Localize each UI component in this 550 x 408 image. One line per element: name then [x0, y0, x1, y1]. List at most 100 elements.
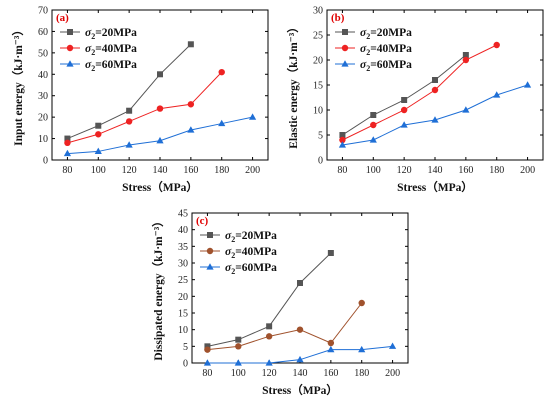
y-tick-label: 10 [313, 106, 323, 117]
y-tick-label: 0 [43, 156, 48, 167]
legend-swatch-marker [66, 44, 74, 52]
x-tick-label: 120 [262, 368, 277, 379]
y-tick-label: 45 [178, 209, 188, 220]
x-axis-title: Stress（MPa） [262, 383, 338, 397]
x-tick-label: 120 [397, 165, 412, 176]
data-point [327, 250, 334, 256]
data-point [358, 299, 365, 307]
y-tick-label: 15 [178, 309, 188, 320]
panel-tag: (a) [56, 12, 69, 24]
y-tick-label: 10 [38, 134, 48, 145]
legend-label: σ2=40MPa [360, 43, 412, 57]
data-point [204, 346, 211, 353]
x-tick-label: 80 [337, 165, 347, 176]
x-tick-label: 100 [366, 165, 381, 176]
chart-panel-a: 0 10 20 30 40 50 60 70 80 100 120 140 160 180 200 Stres… [0, 0, 275, 200]
series-line [342, 84, 528, 146]
y-tick-label: 20 [38, 113, 48, 124]
data-point [265, 333, 273, 340]
legend-item: σ2=40MPa [60, 43, 137, 57]
data-point [234, 359, 242, 366]
legend-item: σ2=20MPa [335, 27, 412, 41]
series-1 [339, 52, 469, 138]
y-tick-label: 20 [178, 292, 188, 303]
data-point [156, 105, 164, 112]
x-tick-label: 180 [354, 368, 369, 379]
series-3 [63, 113, 257, 157]
data-point [400, 121, 408, 128]
x-tick-label: 140 [293, 368, 308, 379]
data-point [157, 71, 163, 78]
data-point [63, 149, 72, 157]
legend-label: σ2=40MPa [85, 43, 137, 57]
y-axis-title: Input energy（kJ·m⁻³） [11, 24, 25, 146]
x-tick-label: 160 [183, 165, 198, 176]
chart-svg: 0 10 20 30 40 50 60 70 80 100 120 140 160 180 200 Stres… [11, 6, 269, 194]
legend-label: σ2=60MPa [360, 59, 412, 73]
x-tick-label: 180 [489, 165, 504, 176]
x-axis-title: Stress（MPa） [122, 180, 198, 194]
x-tick-label: 80 [202, 368, 212, 379]
y-tick-label: 25 [313, 31, 323, 42]
legend-item: σ2=40MPa [200, 246, 277, 260]
panel-tag: (c) [196, 215, 209, 227]
chart-svg: 0 5 10 15 20 25 30 35 40 45 80 100 120 140 160 180 200 St… [151, 209, 409, 397]
series-1 [64, 41, 194, 142]
data-point [339, 136, 346, 144]
data-point [64, 135, 71, 142]
data-point [248, 113, 257, 120]
data-point [126, 107, 133, 114]
y-tick-label: 30 [38, 91, 48, 102]
data-point [296, 326, 304, 333]
data-point [187, 101, 195, 108]
x-tick-label: 80 [62, 165, 72, 176]
x-tick-label: 160 [458, 165, 473, 176]
y-axis-title: Dissipated energy（kJ·m⁻³） [151, 215, 165, 360]
legend-label: σ2=60MPa [225, 262, 277, 276]
legend-swatch-marker [206, 263, 214, 270]
chart-svg: 0 5 10 15 20 25 30 80 100 120 140 160 180 200 Stress（M… [286, 6, 544, 194]
x-tick-label: 200 [245, 165, 260, 176]
x-tick-label: 100 [231, 368, 246, 379]
data-point [187, 41, 194, 48]
legend-label: σ2=20MPa [360, 27, 412, 41]
y-tick-label: 10 [178, 325, 188, 336]
data-point [296, 355, 304, 363]
data-point [431, 116, 439, 123]
data-point [523, 81, 532, 88]
panel-tag: (b) [331, 12, 345, 24]
legend: σ2=20MPa σ2=40MPa σ2=60MPa [60, 27, 137, 73]
x-tick-label: 160 [323, 368, 338, 379]
legend-item: σ2=60MPa [335, 59, 412, 73]
data-point [462, 52, 469, 58]
y-tick-label: 0 [318, 156, 323, 167]
y-tick-label: 35 [178, 242, 188, 253]
x-tick-label: 200 [385, 368, 400, 379]
legend-item: σ2=60MPa [60, 59, 137, 73]
series-line [342, 44, 497, 141]
x-tick-label: 100 [91, 165, 106, 176]
y-tick-label: 60 [38, 27, 48, 38]
y-axis-title: Elastic energy（kJ·m⁻³） [286, 21, 300, 148]
y-tick-label: 70 [38, 6, 48, 17]
data-point [204, 343, 211, 350]
data-point [358, 345, 366, 353]
x-tick-label: 140 [428, 165, 443, 176]
legend-label: σ2=60MPa [85, 59, 137, 73]
y-tick-label: 30 [178, 259, 188, 270]
series-1 [204, 250, 334, 350]
data-point [125, 141, 133, 148]
data-point [156, 136, 164, 144]
data-point [265, 359, 273, 366]
y-tick-label: 0 [183, 359, 188, 370]
data-point [493, 41, 500, 49]
legend-swatch-marker [341, 44, 349, 52]
legend-item: σ2=20MPa [200, 230, 277, 244]
data-point [370, 112, 377, 118]
legend-swatch-marker [342, 29, 348, 35]
data-point [327, 339, 335, 347]
data-point [369, 136, 377, 143]
y-tick-label: 50 [38, 48, 48, 59]
data-point [95, 122, 102, 129]
data-point [493, 91, 501, 98]
